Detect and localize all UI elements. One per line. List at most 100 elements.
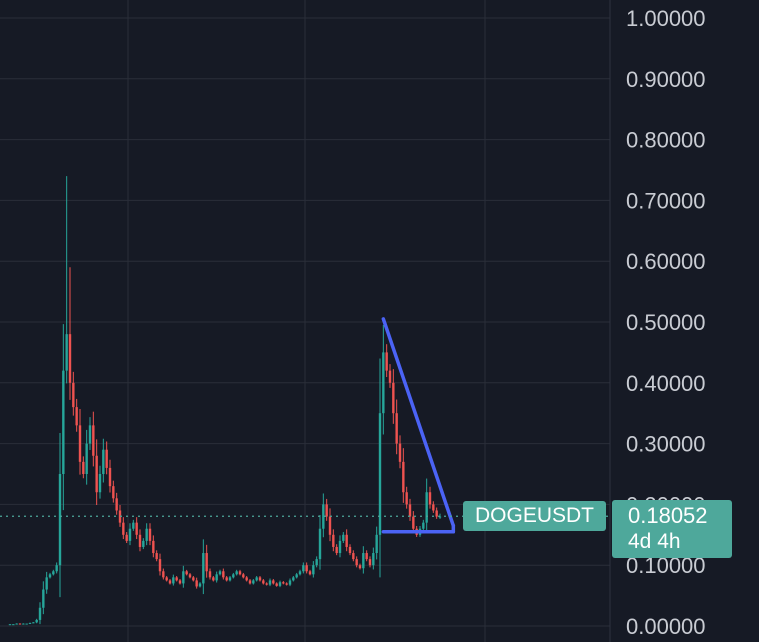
candle-body	[188, 574, 192, 578]
candle-body	[398, 443, 402, 462]
candle-body	[15, 623, 18, 625]
candle-body	[232, 574, 235, 578]
candle-body	[428, 492, 432, 505]
candle-body	[435, 510, 438, 517]
candle-body	[88, 425, 92, 444]
candle-body	[338, 540, 342, 554]
y-tick-label: 0.40000	[626, 371, 706, 396]
y-tick-label: 0.50000	[626, 310, 706, 335]
candle-body	[142, 540, 145, 547]
candle-body	[292, 577, 295, 581]
candle-body	[25, 623, 28, 625]
candle-body	[218, 571, 222, 575]
candle-body	[258, 577, 262, 581]
candle-body	[295, 574, 298, 578]
candle-body	[135, 522, 138, 535]
y-tick-label: 0.70000	[626, 188, 706, 213]
candle-body	[158, 559, 162, 572]
candle-body	[375, 534, 378, 554]
y-tick-label: 0.80000	[626, 128, 706, 153]
candle-body	[365, 553, 368, 560]
candle-body	[192, 577, 195, 581]
candle-body	[275, 583, 278, 586]
candle-body	[358, 565, 362, 569]
last-price-label: 0.18052 4d 4h	[612, 500, 732, 558]
trendline-drawings[interactable]	[381, 317, 456, 534]
trendline[interactable]	[381, 317, 456, 528]
y-tick-label: 0.30000	[626, 432, 706, 457]
candle-body	[28, 622, 32, 624]
candle-body	[112, 486, 115, 499]
candle-body	[48, 574, 52, 578]
candle-body	[162, 571, 165, 578]
candle-body	[185, 571, 188, 575]
candle-body	[432, 504, 435, 511]
candles	[8, 176, 442, 626]
candle-body	[335, 546, 338, 554]
candle-body	[422, 522, 425, 529]
candle-body	[12, 624, 15, 626]
candle-body	[272, 580, 275, 584]
candle-body	[45, 577, 48, 590]
candle-body	[425, 492, 428, 523]
candle-body	[255, 577, 258, 581]
candle-body	[322, 504, 325, 529]
candle-body	[155, 553, 158, 560]
candle-body	[348, 546, 352, 554]
candle-body	[305, 565, 308, 572]
candle-body	[62, 370, 65, 474]
candle-body	[268, 580, 272, 585]
candle-body	[148, 528, 152, 541]
candle-body	[18, 623, 22, 625]
candle-body	[22, 623, 25, 625]
candle-body	[238, 571, 242, 575]
candle-body	[55, 565, 58, 572]
candle-body	[152, 540, 155, 554]
candle-body	[75, 407, 78, 426]
candle-body	[52, 571, 55, 575]
candle-body	[38, 607, 42, 620]
candle-body	[58, 474, 62, 566]
candle-body	[78, 425, 82, 462]
candle-body	[405, 492, 408, 505]
candle-body	[248, 580, 252, 584]
candle-body	[138, 534, 142, 547]
candle-body	[198, 583, 202, 587]
candle-body	[42, 589, 45, 608]
y-tick-label: 0.60000	[626, 249, 706, 274]
candle-body	[385, 352, 388, 371]
candle-body	[362, 553, 365, 569]
candle-body	[298, 571, 302, 575]
candle-body	[65, 334, 68, 371]
candle-body	[388, 370, 392, 383]
symbol-label: DOGEUSDT	[463, 501, 606, 531]
candle-body	[102, 449, 105, 474]
candle-body	[252, 580, 255, 584]
candle-body	[315, 559, 318, 566]
candle-body	[175, 577, 178, 581]
y-tick-label: 0.90000	[626, 67, 706, 92]
candle-body	[92, 425, 95, 456]
candle-body	[122, 522, 125, 535]
candle-body	[8, 624, 12, 626]
candle-body	[215, 574, 218, 581]
candle-body	[372, 553, 375, 566]
candle-body	[235, 571, 238, 575]
candle-body	[225, 577, 228, 581]
candle-body	[408, 504, 412, 517]
candle-body	[368, 559, 372, 566]
candle-body	[212, 577, 215, 581]
candle-body	[278, 582, 282, 586]
candle-body	[128, 528, 132, 541]
candle-body	[168, 580, 172, 584]
candle-body	[392, 382, 395, 414]
last-price-value: 0.18052	[628, 503, 708, 528]
candle-body	[208, 571, 212, 578]
candle-body	[85, 443, 88, 474]
candle-body	[242, 574, 245, 578]
candle-body	[72, 382, 75, 408]
candle-body	[182, 571, 185, 584]
candle-body	[202, 553, 205, 584]
candle-body	[328, 516, 332, 535]
